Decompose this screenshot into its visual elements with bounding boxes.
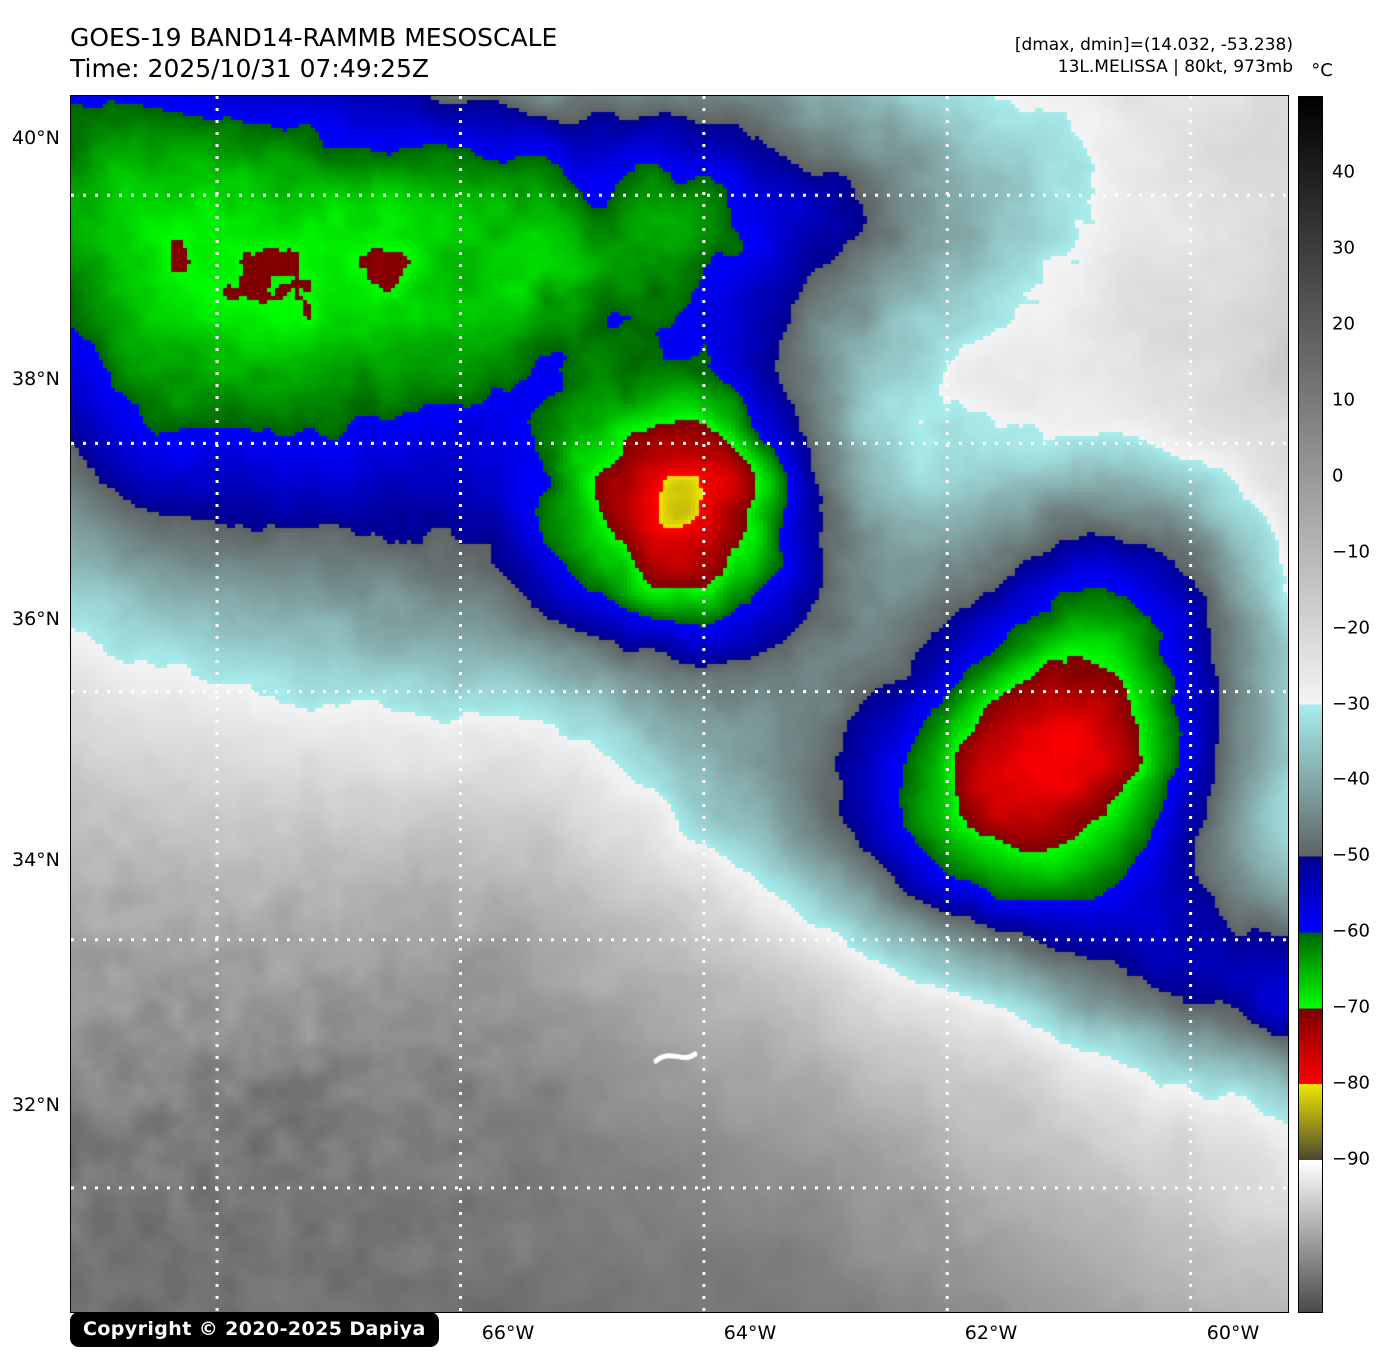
header-metadata-block: [dmax, dmin]=(14.032, -53.238) 13L.MELIS…: [1015, 34, 1293, 78]
timestamp-line: Time: 2025/10/31 07:49:25Z: [70, 54, 429, 83]
colorbar-tick-neg50: −50: [1332, 844, 1370, 866]
colorbar-tick-30: 30: [1332, 237, 1355, 259]
ytick-label-38n: 38°N: [12, 368, 60, 390]
colorbar-tick-neg80: −80: [1332, 1072, 1370, 1094]
colorbar-tick-neg70: −70: [1332, 996, 1370, 1018]
ytick-label-34n: 34°N: [12, 849, 60, 871]
xtick-label-62w: 62°W: [964, 1322, 1018, 1344]
colorbar-tick-neg30: −30: [1332, 693, 1370, 714]
colorbar-tick-0: 0: [1332, 465, 1344, 487]
ytick-label-32n: 32°N: [12, 1094, 60, 1116]
colorbar-tick-neg60: −60: [1332, 920, 1370, 942]
page-title: GOES-19 BAND14-RAMMB MESOSCALE: [70, 23, 558, 52]
copyright-watermark: Copyright © 2020-2025 Dapiya: [70, 1312, 439, 1347]
colorbar-tick-neg40: −40: [1332, 768, 1370, 790]
xtick-label-64w: 64°W: [723, 1322, 777, 1344]
colorbar-tick-20: 20: [1332, 313, 1355, 335]
satellite-image-plot: [70, 95, 1289, 1313]
colorbar-tick-10: 10: [1332, 389, 1355, 411]
colorbar-tick-neg10: −10: [1332, 541, 1370, 563]
ytick-label-36n: 36°N: [12, 608, 60, 630]
xtick-label-66w: 66°W: [481, 1322, 535, 1344]
header-title-block: GOES-19 BAND14-RAMMB MESOSCALE Time: 202…: [70, 22, 557, 84]
satellite-imagery-canvas: [71, 96, 1288, 1312]
colorbar-tick-neg20: −20: [1332, 617, 1370, 639]
dmax-dmin-readout: [dmax, dmin]=(14.032, -53.238): [1014, 35, 1293, 55]
xtick-label-60w: 60°W: [1206, 1322, 1260, 1344]
colorbar-gradient: [1299, 97, 1322, 1312]
storm-info-readout: 13L.MELISSA | 80kt, 973mb: [1057, 57, 1293, 77]
colorbar-tick-40: 40: [1332, 161, 1355, 183]
temperature-colorbar: [1298, 96, 1323, 1313]
ytick-label-40n: 40°N: [12, 127, 60, 149]
colorbar-tick-neg90: −90: [1332, 1148, 1370, 1170]
colorbar-unit-label: °C: [1311, 60, 1333, 81]
